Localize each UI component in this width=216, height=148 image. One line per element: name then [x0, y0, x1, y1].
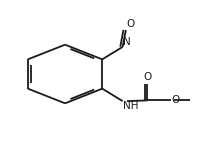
- Text: NH: NH: [123, 101, 139, 111]
- Text: O: O: [127, 19, 135, 29]
- Text: O: O: [172, 95, 180, 105]
- Text: N: N: [123, 37, 131, 47]
- Text: O: O: [143, 72, 151, 82]
